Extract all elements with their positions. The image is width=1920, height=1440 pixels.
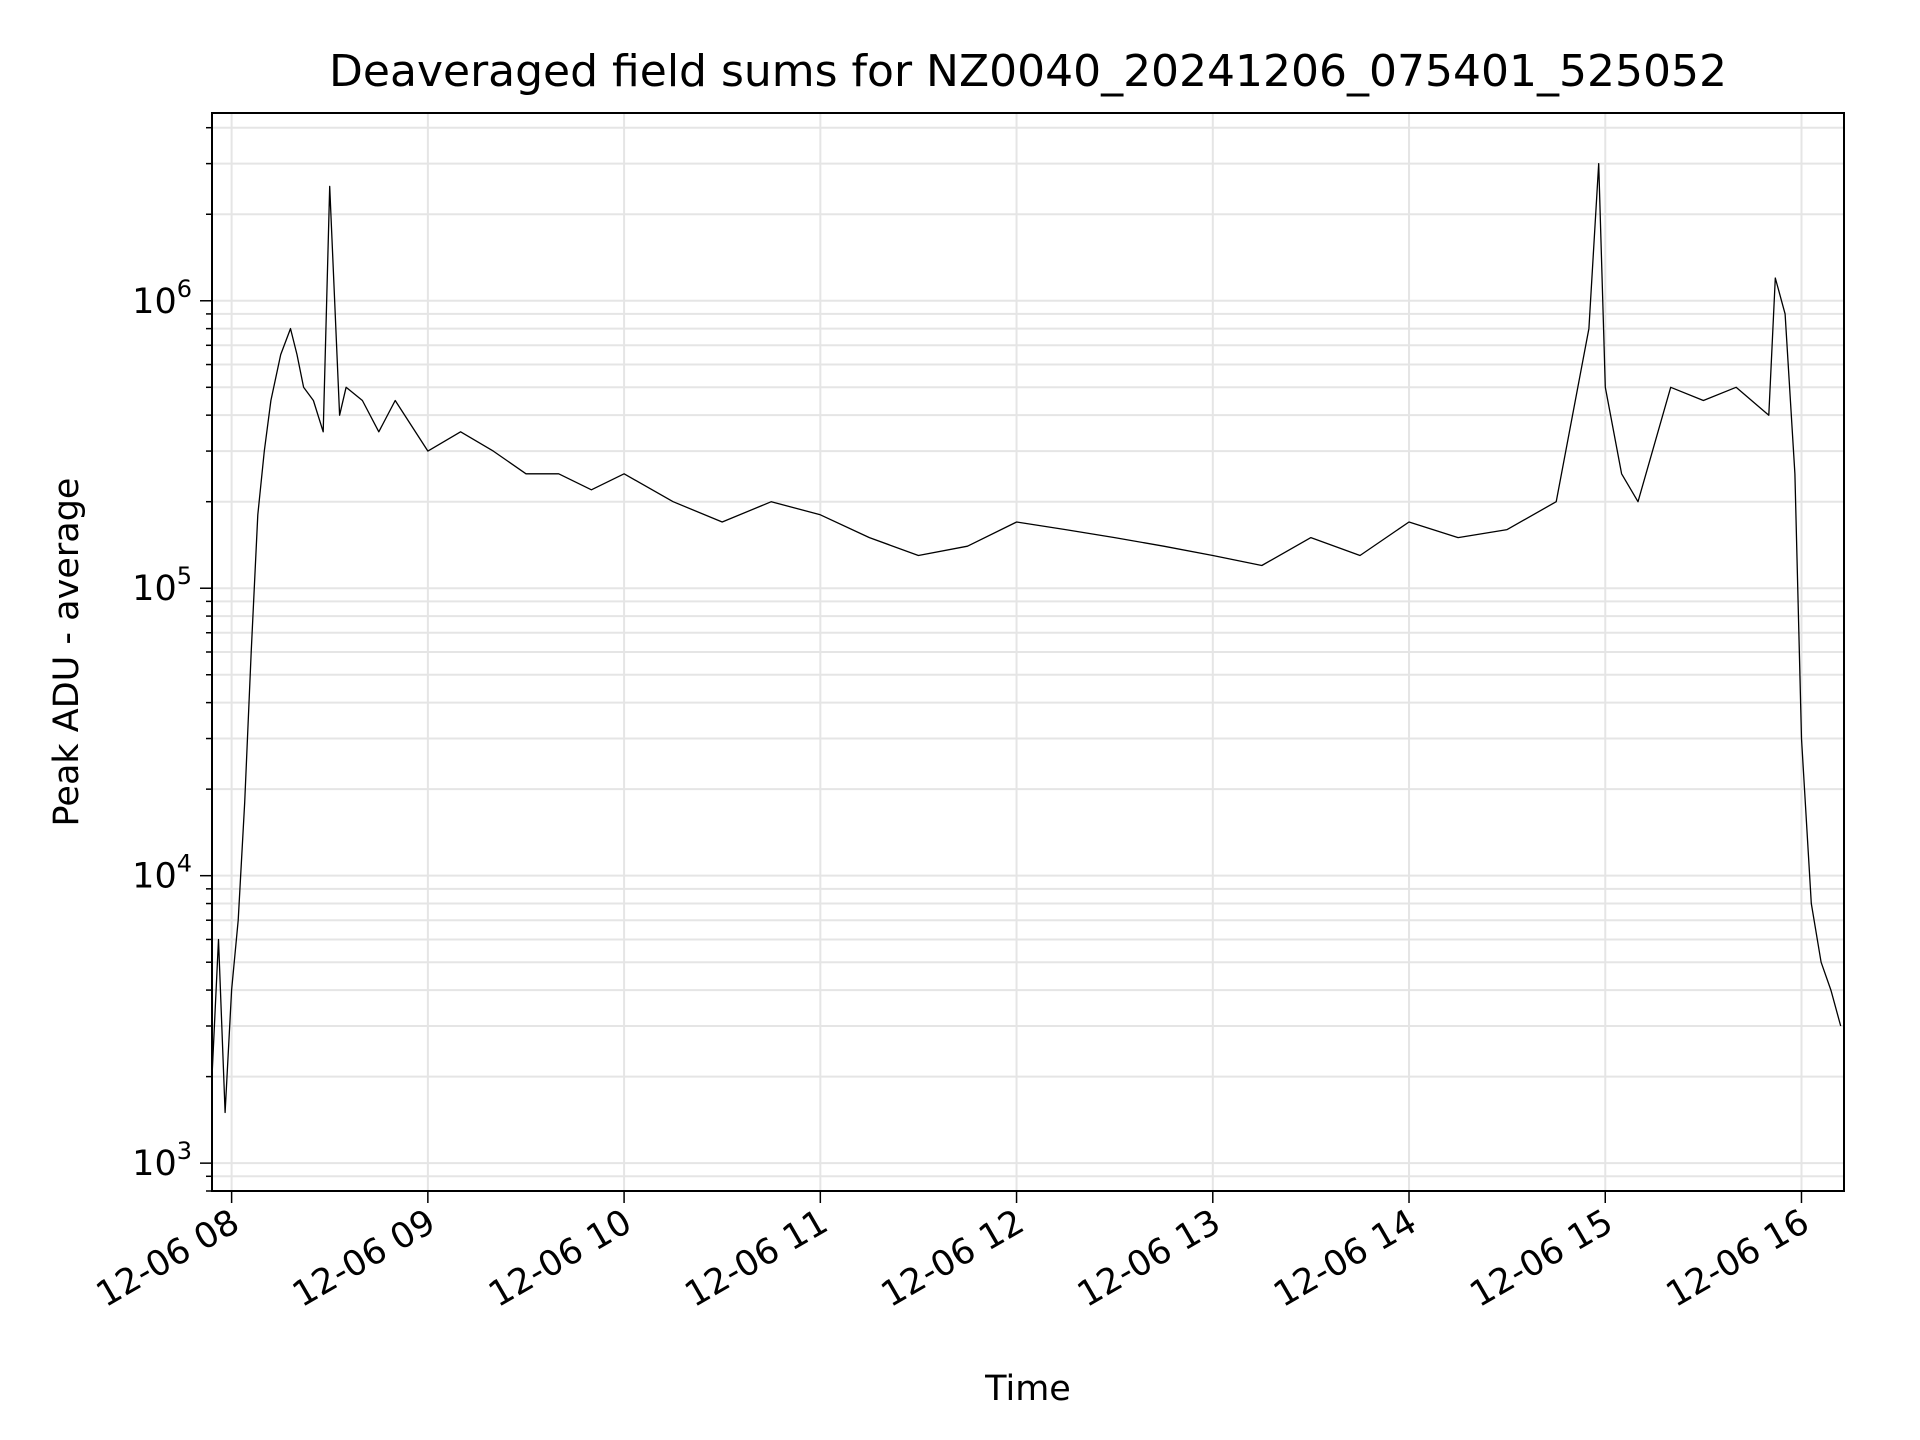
y-tick-label: 104 (132, 850, 192, 897)
y-axis-label: Peak ADU - average (47, 478, 87, 827)
chart-title: Deaveraged field sums for NZ0040_2024120… (329, 46, 1727, 97)
y-tick-label: 105 (132, 562, 192, 609)
grid (212, 113, 1844, 1192)
y-tick-label: 106 (132, 275, 192, 322)
x-axis-label: Time (984, 1369, 1071, 1409)
y-tick-label: 103 (132, 1137, 192, 1184)
y-ticks: 103 104 105 106 (132, 126, 212, 1192)
series-line (211, 162, 1842, 1114)
